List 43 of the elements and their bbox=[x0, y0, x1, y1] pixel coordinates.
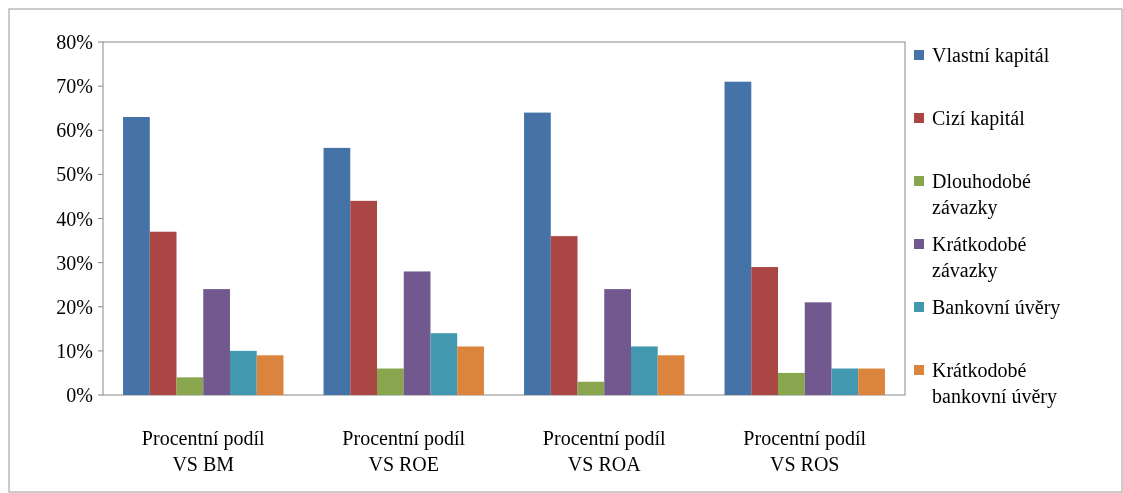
legend-label: Vlastní kapitál bbox=[932, 44, 1050, 67]
bar bbox=[751, 267, 779, 395]
legend-label: Bankovní úvěry bbox=[932, 296, 1061, 319]
y-tick-label: 30% bbox=[56, 251, 93, 274]
bar bbox=[203, 289, 230, 395]
legend-label: Cizí kapitál bbox=[932, 107, 1026, 130]
y-tick-label: 70% bbox=[56, 75, 93, 98]
x-tick-label: Procentní podíl VS BM bbox=[141, 427, 266, 475]
bar bbox=[377, 368, 404, 395]
bar bbox=[123, 117, 150, 395]
bar bbox=[657, 355, 685, 395]
x-tick-label: Procentní podíl VS ROA bbox=[542, 427, 667, 475]
bar bbox=[831, 368, 859, 395]
bar bbox=[550, 236, 578, 395]
bar bbox=[524, 112, 551, 395]
bar bbox=[149, 231, 177, 395]
y-tick-label: 40% bbox=[56, 207, 93, 230]
bar bbox=[430, 333, 458, 395]
bar bbox=[229, 350, 257, 395]
bar bbox=[176, 377, 204, 395]
bar bbox=[804, 302, 832, 395]
bar bbox=[604, 289, 631, 395]
y-tick-label: 60% bbox=[56, 119, 93, 142]
legend-label: Dlouhodobé závazky bbox=[932, 170, 1031, 219]
bar bbox=[256, 355, 284, 395]
bar bbox=[457, 346, 484, 395]
y-tick-label: 10% bbox=[56, 339, 93, 362]
bar bbox=[403, 271, 431, 395]
legend-label: Krátkodobé bankovní úvěry bbox=[932, 359, 1057, 408]
bar bbox=[778, 372, 805, 395]
bar bbox=[577, 381, 605, 395]
bar bbox=[323, 147, 351, 395]
y-tick-label: 0% bbox=[66, 384, 93, 406]
x-tick-label: Procentní podíl VS ROS bbox=[743, 427, 867, 475]
x-tick-label: Procentní podíl VS ROE bbox=[342, 427, 466, 475]
bar bbox=[858, 368, 885, 395]
y-tick-label: 20% bbox=[56, 295, 93, 318]
legend-label: Krátkodobé závazky bbox=[932, 233, 1027, 282]
y-tick-label: 50% bbox=[56, 163, 93, 186]
bar bbox=[350, 200, 378, 395]
bar bbox=[724, 81, 752, 395]
bar bbox=[630, 346, 658, 395]
y-tick-label: 80% bbox=[56, 31, 93, 53]
